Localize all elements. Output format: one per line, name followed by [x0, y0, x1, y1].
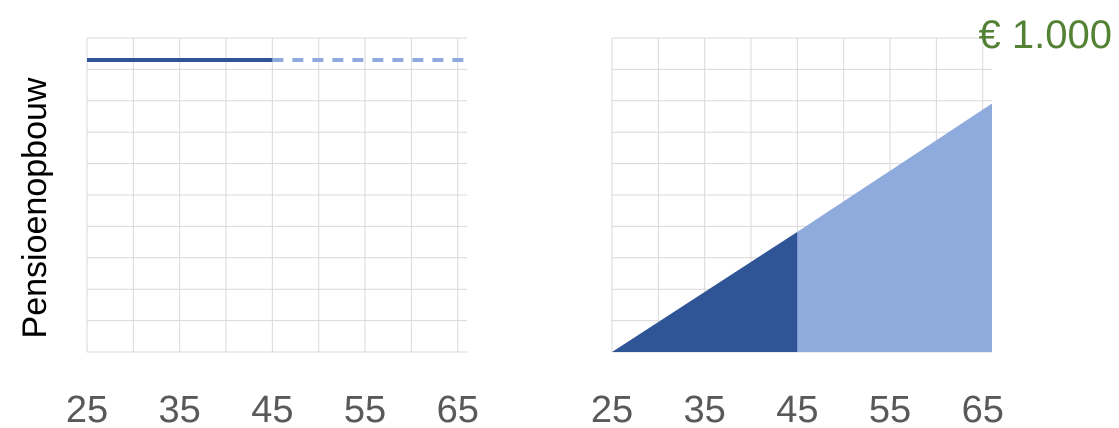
- x-tick-label: 25: [591, 389, 633, 428]
- x-tick-label: 45: [776, 389, 818, 428]
- y-axis-label: Pensioenopbouw: [16, 77, 54, 338]
- right-x-tick-labels: 25 35 45 55 65: [591, 389, 1004, 428]
- x-tick-label: 35: [684, 389, 726, 428]
- x-tick-label: 35: [159, 389, 201, 428]
- left-x-tick-labels: 25 35 45 55 65: [66, 389, 479, 428]
- x-tick-label: 55: [344, 389, 386, 428]
- x-tick-label: 65: [437, 389, 479, 428]
- area-segment-2: [797, 103, 992, 353]
- x-tick-label: 65: [962, 389, 1004, 428]
- x-tick-label: 25: [66, 389, 108, 428]
- area-segment-1: [612, 231, 798, 352]
- left-gridlines: [86, 37, 467, 353]
- value-annotation: € 1.000: [979, 13, 1112, 57]
- left-chart: 25 35 45 55 65 Pensioenopbouw: [16, 37, 479, 428]
- x-tick-label: 55: [869, 389, 911, 428]
- right-chart: 25 35 45 55 65 € 1.000: [591, 13, 1112, 428]
- right-series: [612, 103, 992, 353]
- x-tick-label: 45: [251, 389, 293, 428]
